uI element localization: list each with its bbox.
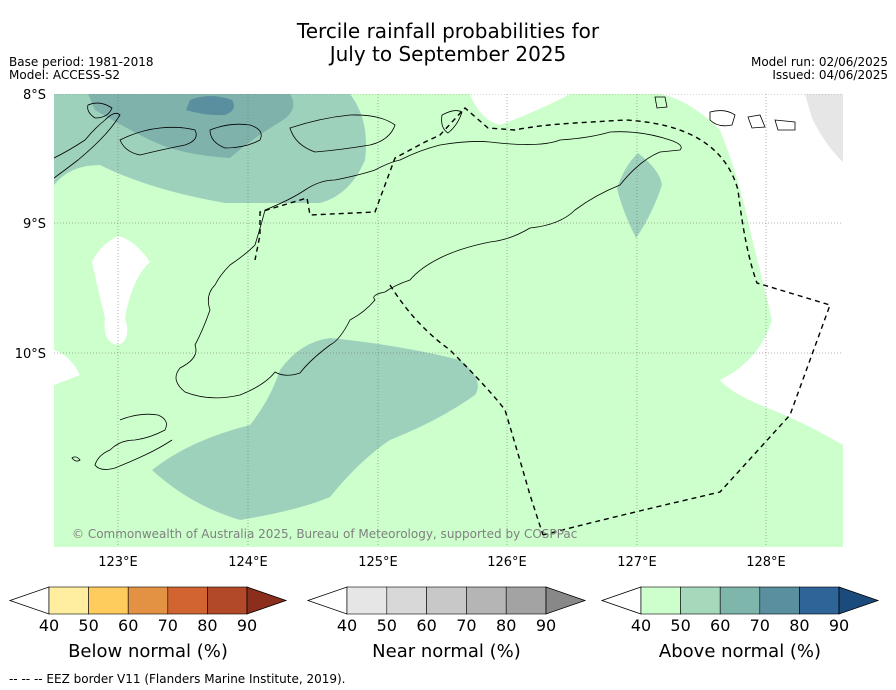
lat-label: 9°S: [23, 217, 46, 232]
base-period-text: Base period: 1981-2018: [9, 55, 154, 69]
north-islands-4: [87, 102, 113, 119]
above-60-region: [88, 94, 294, 158]
alor-wetar-islands: [54, 112, 121, 179]
island-ne-2: [709, 110, 736, 127]
colorbar-tick-label: 80: [496, 616, 516, 635]
timor-coast-north: [175, 131, 682, 399]
colorbar-extend-right: [545, 586, 587, 615]
island-ne-4: [774, 119, 796, 131]
colorbar-tick-label: 70: [158, 616, 178, 635]
colorbar-segment: [640, 586, 681, 615]
atauro-island: [441, 110, 463, 134]
small-island-sw: [71, 456, 81, 462]
colorbar-above-normal: 40 50 60 70 80 90 Above normal (%): [600, 586, 880, 662]
colorbar-tick-label: 90: [237, 616, 257, 635]
north-islands-3: [289, 114, 396, 153]
colorbar-near-normal: 40 50 60 70 80 90 Near normal (%): [306, 586, 587, 662]
colorbar-extend-right: [246, 586, 288, 615]
title-line-2: July to September 2025: [329, 42, 567, 66]
colorbar-tick-label: 60: [416, 616, 436, 635]
above-70-region: [186, 96, 234, 116]
no-signal-region-north: [470, 94, 570, 125]
colorbar-title: Below normal (%): [68, 641, 228, 662]
meta-right: Model run: 02/06/2025 Issued: 04/06/2025: [751, 56, 888, 82]
lon-label: 126°E: [487, 555, 527, 570]
colorbar-tick-label: 70: [750, 616, 770, 635]
longitude-labels: 123°E 124°E 125°E 126°E 127°E 128°E: [98, 555, 786, 570]
colorbar-extend-right: [838, 586, 880, 615]
no-signal-region-west: [92, 236, 150, 345]
north-islands-2: [209, 123, 262, 149]
colorbar-tick-label: 40: [337, 616, 357, 635]
colorbar-tick-label: 40: [631, 616, 651, 635]
above-50-region-south: [152, 338, 478, 520]
lon-label: 123°E: [98, 555, 138, 570]
colorbar-below-normal: 40 50 60 70 80 90 Below normal (%): [8, 586, 288, 662]
colorbar-tick-label: 60: [118, 616, 138, 635]
colorbar-tick-label: 40: [39, 616, 59, 635]
colorbar-segment: [759, 586, 800, 615]
meta-left: Base period: 1981-2018 Model: ACCESS-S2: [9, 56, 154, 82]
title-line-1: Tercile rainfall probabilities for: [296, 19, 600, 43]
coastlines: [54, 96, 796, 470]
colorbar-tick-label: 60: [710, 616, 730, 635]
colorbar-segment: [88, 586, 129, 615]
lat-label: 8°S: [23, 88, 46, 103]
model-text: Model: ACCESS-S2: [9, 68, 121, 82]
lon-label: 128°E: [746, 555, 786, 570]
graticule: [54, 94, 843, 547]
no-signal-region-east: [660, 94, 843, 445]
colorbar-tick-label: 80: [789, 616, 809, 635]
lon-label: 127°E: [617, 555, 657, 570]
colorbar-segment: [505, 586, 547, 615]
eez-footer: -- -- -- EEZ border V11 (Flanders Marine…: [9, 672, 346, 686]
colorbar-segment: [719, 586, 761, 615]
colorbar-title: Near normal (%): [372, 641, 521, 662]
colorbar-segment: [426, 586, 467, 615]
issued-text: Issued: 04/06/2025: [772, 68, 888, 82]
above-50-region-east: [617, 153, 662, 238]
copyright-text: © Commonwealth of Australia 2025, Bureau…: [72, 527, 577, 541]
colorbar-extend-left: [8, 586, 50, 615]
colorbar-segment: [680, 586, 721, 615]
model-run-text: Model run: 02/06/2025: [750, 55, 888, 69]
island-ne-3: [747, 114, 766, 129]
colorbar-extend-left: [600, 586, 642, 615]
colorbar-title: Above normal (%): [659, 641, 821, 662]
colorbar-segment: [127, 586, 169, 615]
no-signal-region-southwest: [54, 350, 80, 385]
colorbar-segment: [167, 586, 208, 615]
colorbar-tick-label: 80: [197, 616, 217, 635]
map-area: © Commonwealth of Australia 2025, Bureau…: [54, 94, 843, 547]
colorbar-segment: [48, 586, 89, 615]
colorbar-tick-label: 70: [456, 616, 476, 635]
chart-title: Tercile rainfall probabilities for July …: [0, 20, 896, 66]
colorbar-segment: [386, 586, 427, 615]
eez-border: [254, 107, 831, 536]
colorbar-segment: [799, 586, 840, 615]
colorbar-tick-label: 90: [536, 616, 556, 635]
colorbar-tick-label: 50: [78, 616, 98, 635]
colorbar-tick-label: 50: [377, 616, 397, 635]
lon-label: 125°E: [358, 555, 398, 570]
lat-label: 10°S: [15, 347, 46, 362]
north-islands-1: [119, 126, 197, 156]
latitude-labels: 8°S 9°S 10°S: [15, 88, 46, 362]
near-normal-region-ne: [805, 94, 843, 162]
lon-label: 124°E: [228, 555, 268, 570]
colorbar-segment: [346, 586, 388, 615]
colorbar-segment: [466, 586, 507, 615]
island-ne-1: [654, 96, 668, 109]
colorbar-tick-label: 90: [829, 616, 849, 635]
colorbar-extend-left: [306, 586, 348, 615]
colorbar-segment: [207, 586, 248, 615]
colorbar-tick-label: 50: [670, 616, 690, 635]
rote-island: [94, 413, 173, 470]
